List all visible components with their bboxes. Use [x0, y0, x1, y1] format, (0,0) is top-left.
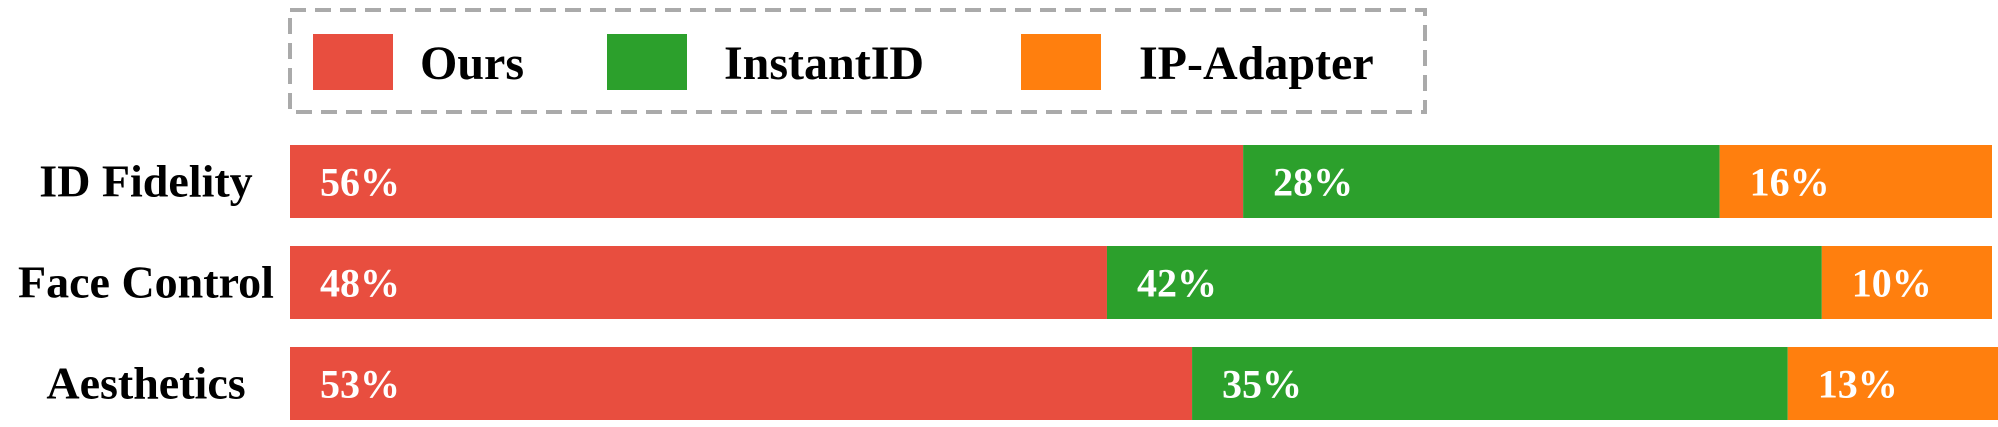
legend-swatch-ours	[313, 34, 393, 90]
legend: Ours InstantID IP-Adapter	[288, 8, 1427, 114]
data-label-face-control-ip-adapter: 10%	[1852, 261, 1932, 306]
category-label-aesthetics: Aesthetics	[46, 358, 245, 409]
data-label-id-fidelity-instantid: 28%	[1273, 160, 1353, 205]
bar-segment-id-fidelity-ip-adapter	[1719, 145, 1992, 218]
bar-segment-face-control-instantid	[1106, 246, 1822, 319]
legend-swatch-instantid	[607, 34, 687, 90]
bar-segment-id-fidelity-instantid	[1243, 145, 1720, 218]
data-label-face-control-ours: 48%	[320, 261, 400, 306]
data-label-aesthetics-ours: 53%	[320, 362, 400, 407]
category-label-id-fidelity: ID Fidelity	[39, 156, 252, 207]
bar-segment-aesthetics-ours	[290, 347, 1193, 420]
data-label-aesthetics-ip-adapter: 13%	[1818, 362, 1898, 407]
data-label-aesthetics-instantid: 35%	[1222, 362, 1302, 407]
legend-swatch-ip-adapter	[1021, 34, 1101, 90]
bar-segment-face-control-ip-adapter	[1821, 246, 1992, 319]
bar-segment-id-fidelity-ours	[290, 145, 1244, 218]
bar-segment-aesthetics-instantid	[1192, 347, 1788, 420]
bar-segment-aesthetics-ip-adapter	[1787, 347, 1998, 420]
legend-frame	[288, 8, 1427, 114]
data-label-face-control-instantid: 42%	[1137, 261, 1217, 306]
legend-label-ours: Ours	[420, 37, 524, 90]
legend-label-ip-adapter: IP-Adapter	[1139, 37, 1374, 90]
category-label-face-control: Face Control	[18, 257, 274, 308]
bar-segment-face-control-ours	[290, 246, 1107, 319]
legend-label-instantid: InstantID	[724, 37, 924, 90]
data-label-id-fidelity-ours: 56%	[320, 160, 400, 205]
bars: ID Fidelity 56% 28% 16% Face Control 48% 42% 10…	[18, 145, 1998, 420]
data-label-id-fidelity-ip-adapter: 16%	[1750, 160, 1830, 205]
